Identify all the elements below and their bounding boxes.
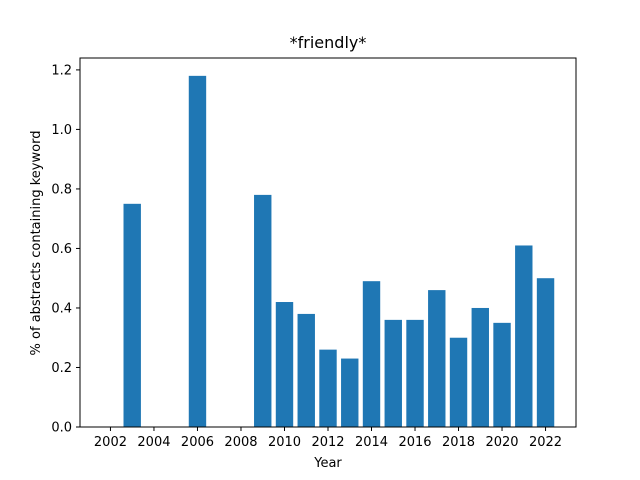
bar-2017 [428,290,446,427]
y-axis-title: % of abstracts containing keyword [29,131,44,356]
bar-2014 [362,281,381,427]
bar-2015 [384,319,402,427]
y-tick-label-0.8: 0.8 [51,182,72,197]
x-tick-label-2022: 2022 [529,435,562,450]
x-tick-label-2010: 2010 [268,435,301,450]
bar-2022 [536,278,555,427]
x-axis: 2002 2004 2006 2008 2010 2012 2014 2016 2018 2020… [94,427,562,450]
y-tick-label-0.6: 0.6 [51,242,72,257]
bar-2003 [123,203,141,427]
x-tick-label-2008: 2008 [224,435,257,450]
bar-2020 [493,322,511,427]
x-tick-label-2002: 2002 [94,435,127,450]
chart-title: *friendly* [290,33,367,52]
x-tick-label-2020: 2020 [485,435,518,450]
y-tick-label-0.2: 0.2 [51,361,72,376]
bar-2006 [188,75,207,428]
bar-2021 [515,245,533,427]
x-tick-label-2012: 2012 [311,435,344,450]
x-tick-label-2014: 2014 [355,435,388,450]
x-tick-label-2004: 2004 [137,435,170,450]
x-tick-label-2016: 2016 [398,435,431,450]
x-tick-label-2018: 2018 [442,435,475,450]
bars-group [123,75,555,428]
bar-2019 [471,307,489,427]
x-axis-title: Year [313,456,342,471]
y-tick-label-0.4: 0.4 [51,301,72,316]
y-tick-label-1.0: 1.0 [51,123,72,138]
bar-2010 [275,302,294,427]
bar-2012 [319,349,337,427]
x-tick-label-2006: 2006 [181,435,214,450]
y-tick-label-0.0: 0.0 [51,421,72,436]
y-tick-label-1.2: 1.2 [51,63,72,78]
bar-2011 [297,313,315,427]
bar-2016 [406,319,424,427]
bar-2018 [449,337,468,427]
y-axis: 0.0 0.2 0.4 0.6 0.8 1.0 1.2 [51,63,80,436]
bar-2013 [341,358,359,427]
bar-2009 [254,194,272,427]
